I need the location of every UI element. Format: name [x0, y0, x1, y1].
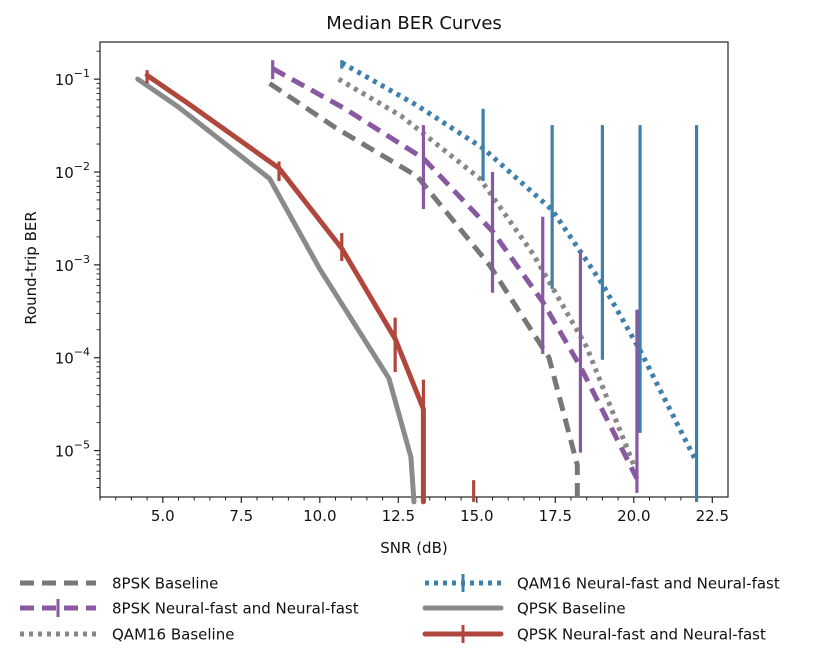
legend-label: 8PSK Neural-fast and Neural-fast: [112, 600, 359, 618]
x-tick-label: 10.0: [303, 507, 336, 525]
x-axis: 5.0 7.5 10.0 12.5 15.0 17.5 20.0 22.5: [99, 497, 729, 525]
y-tick-label: 10−2: [55, 160, 90, 182]
series-line-qpsk-baseline: [135, 76, 417, 505]
legend-item-8psk-neural-fast-and-neural-fast[interactable]: 8PSK Neural-fast and Neural-fast: [20, 599, 359, 618]
y-tick-label: 10−5: [55, 439, 90, 461]
x-tick-label: 20.0: [617, 507, 650, 525]
x-tick-label: 17.5: [539, 507, 572, 525]
x-tick-label: 12.5: [382, 507, 415, 525]
y-tick-label: 10−4: [55, 346, 90, 368]
y-tick-label: 10−1: [55, 67, 90, 89]
legend-label: 8PSK Baseline: [112, 575, 218, 593]
x-axis-label: SNR (dB): [380, 539, 447, 557]
legend[interactable]: 8PSK Baseline 8PSK Neural-fast and Neural…: [20, 574, 780, 644]
legend-item-qpsk-baseline[interactable]: QPSK Baseline: [422, 600, 626, 618]
x-tick-label: 15.0: [460, 507, 493, 525]
legend-label: QPSK Neural-fast and Neural-fast: [517, 626, 766, 644]
legend-label: QAM16 Baseline: [112, 626, 234, 644]
legend-item-qpsk-neural-fast-and-neural-fast[interactable]: QPSK Neural-fast and Neural-fast: [422, 625, 766, 644]
legend-label: QAM16 Neural-fast and Neural-fast: [517, 575, 780, 593]
series-layer: [135, 60, 699, 505]
series-line-8psk-neural-fast-and-neural-fast: [271, 66, 640, 480]
legend-item-8psk-baseline[interactable]: 8PSK Baseline: [20, 575, 218, 593]
series-line-qpsk-neural-fast-and-neural-fast: [144, 72, 426, 505]
x-tick-label: 22.5: [696, 507, 729, 525]
x-tick-label: 5.0: [151, 507, 175, 525]
y-axis-label: Round-trip BER: [22, 211, 40, 325]
y-axis: 10−1 10−2 10−3 10−4 10−5: [55, 50, 100, 488]
legend-item-qam16-neural-fast-and-neural-fast[interactable]: QAM16 Neural-fast and Neural-fast: [425, 574, 780, 593]
legend-label: QPSK Baseline: [517, 600, 626, 618]
y-tick-label: 10−3: [55, 253, 90, 275]
x-tick-label: 7.5: [229, 507, 253, 525]
series-line-8psk-baseline: [268, 81, 580, 502]
series-line-qam16-baseline: [337, 76, 637, 466]
errorbar-layer: [145, 60, 699, 502]
chart-title: Median BER Curves: [326, 13, 502, 34]
legend-item-qam16-baseline[interactable]: QAM16 Baseline: [20, 626, 234, 644]
